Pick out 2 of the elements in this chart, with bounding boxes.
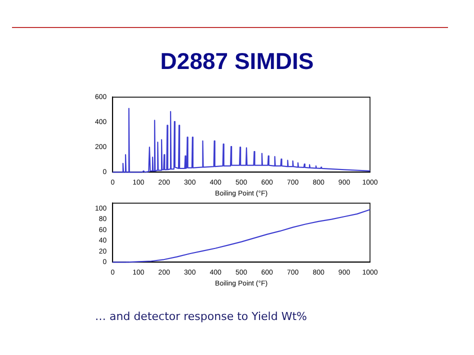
text: … and detector response to Yield Wt% — [95, 310, 307, 323]
chart-title: D2887 SIMDIS — [159, 48, 315, 75]
